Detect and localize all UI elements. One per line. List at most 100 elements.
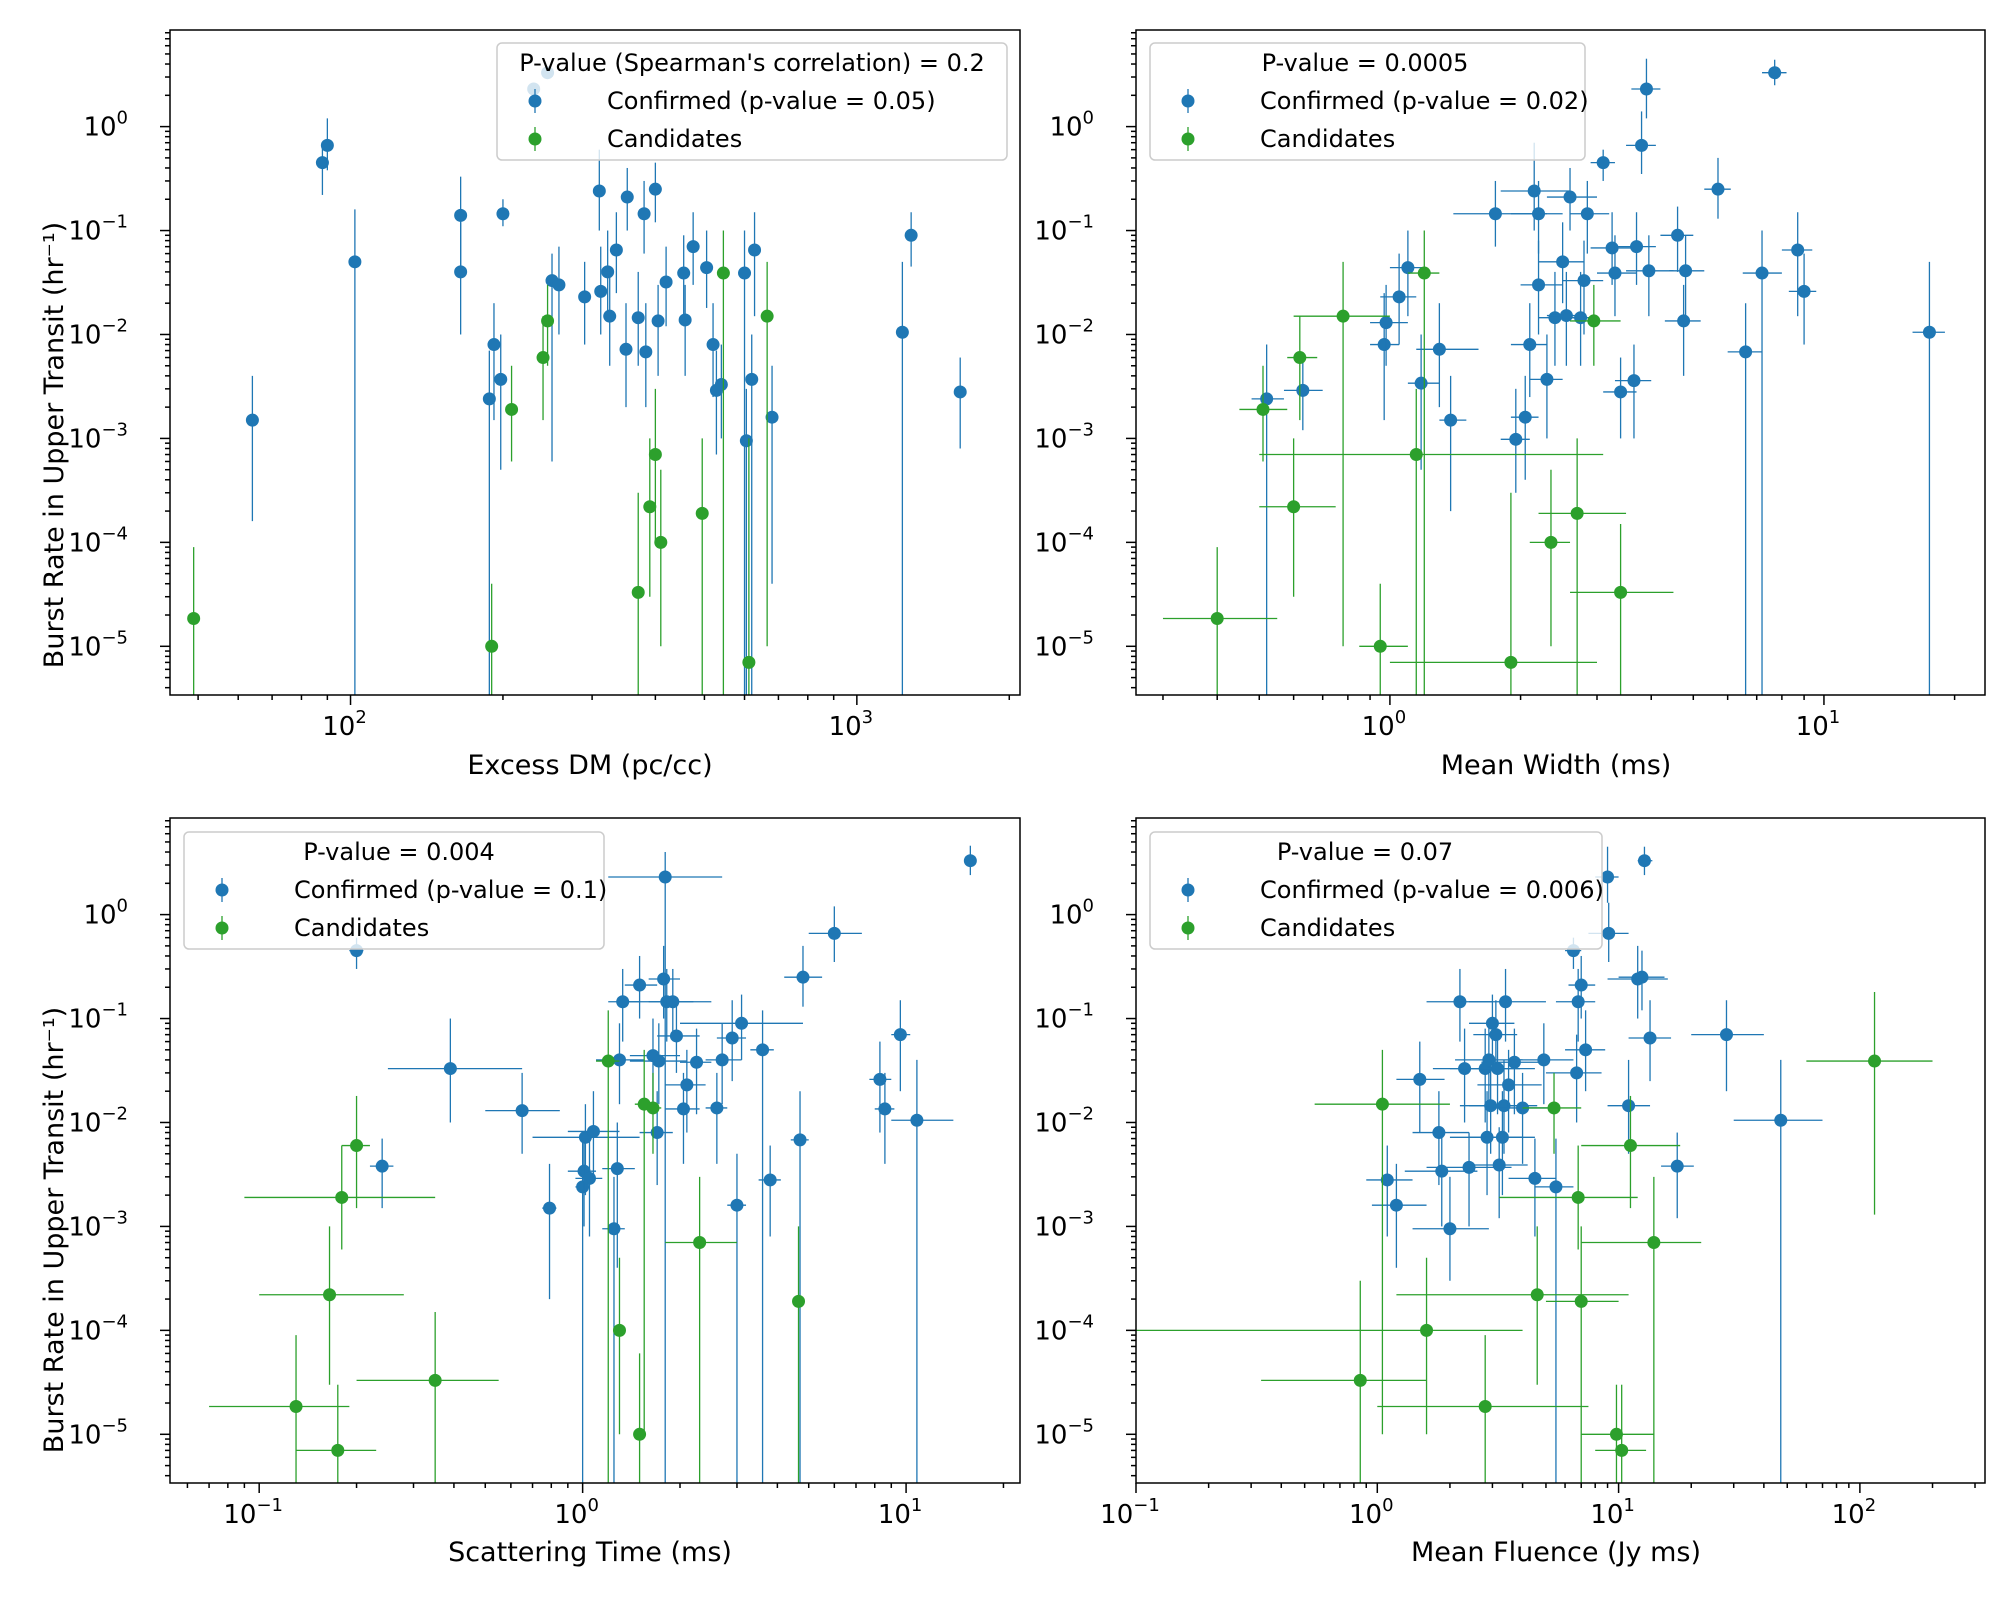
candidate-point [536,351,550,365]
confirmed-point [680,1078,694,1092]
confirmed-point [616,995,630,1009]
candidate-point [1547,1101,1561,1115]
confirmed-point [552,278,566,292]
confirmed-point [582,1171,596,1185]
confirmed-point [1739,345,1753,359]
confirmed-point [603,309,617,323]
candidate-point [1609,1427,1623,1441]
candidate-point [695,506,709,520]
x-tick-exponent: 1 [911,1495,922,1516]
panel-1-xlabel: Excess DM (pc/cc) [467,750,712,781]
confirmed-point [1432,342,1446,356]
x-tick-label: 102 [322,707,367,742]
confirmed-point [873,1072,887,1086]
y-tick-exponent: −3 [1067,419,1094,440]
legend-confirmed-marker [528,94,542,108]
confirmed-point [1548,311,1562,325]
y-tick-exponent: −1 [101,1000,128,1021]
x-tick-exponent: 3 [862,707,873,728]
x-tick-exponent: 2 [355,707,366,728]
confirmed-point [1532,278,1546,292]
confirmed-point [245,413,259,427]
candidate-point [643,500,657,514]
confirmed-point [666,995,680,1009]
y-tick-exponent: 0 [117,108,128,129]
candidate-point [187,612,201,626]
y-tick-exponent: −3 [101,419,128,440]
legend-candidate-marker [1181,921,1195,935]
series-candidate [209,1010,806,1483]
confirmed-point [1528,1171,1542,1185]
confirmed-point [1670,1159,1684,1173]
confirmed-point [1768,66,1782,80]
confirmed-point [586,1124,600,1138]
panel-1-ylabel: Burst Rate in Upper Transit (hr⁻¹) [39,222,70,668]
y-tick-exponent: −5 [101,627,128,648]
confirmed-point [1453,995,1467,1009]
confirmed-point [601,265,615,279]
confirmed-point [1380,1173,1394,1187]
confirmed-point [793,1133,807,1147]
x-tick-label: 101 [1590,1495,1635,1530]
confirmed-point [1559,309,1573,323]
candidate-point [601,1054,615,1068]
legend-candidate-marker [1181,132,1195,146]
candidate-point [1293,351,1307,365]
y-tick-exponent: 0 [117,896,128,917]
panel-4-legend-confirmed-label: Confirmed (p-value = 0.006) [1260,876,1604,904]
y-tick-exponent: −1 [1067,1000,1094,1021]
confirmed-point [1401,261,1415,275]
y-tick-exponent: −1 [1067,212,1094,233]
y-tick-exponent: −3 [1067,1207,1094,1228]
y-tick-label: 10−5 [1034,627,1094,662]
panel-1-data [187,66,967,695]
confirmed-point [657,972,671,986]
y-tick-exponent: 0 [1083,108,1094,129]
candidate-point [654,535,668,549]
confirmed-point [607,1222,621,1236]
confirmed-point [1414,376,1428,390]
y-tick-label: 10−5 [68,627,128,662]
candidate-point [541,314,555,328]
confirmed-point [648,182,662,196]
confirmed-point [710,1101,724,1115]
confirmed-point [659,275,673,289]
candidate-point [792,1294,806,1308]
y-tick-label: 10−2 [1034,315,1094,350]
confirmed-point [1671,228,1685,242]
y-tick-label: 10−5 [1034,1415,1094,1450]
legend-box [183,831,605,950]
candidate-point [716,266,730,280]
confirmed-point [1570,1066,1584,1080]
x-tick-exponent: 2 [1865,1495,1876,1516]
panel-1-legend-confirmed-label: Confirmed (p-value = 0.05) [607,87,936,115]
confirmed-point [1495,1130,1509,1144]
confirmed-point [1485,1016,1499,1030]
confirmed-point [1435,1164,1449,1178]
confirmed-point [1601,870,1615,884]
y-tick-label: 10−5 [68,1415,128,1450]
confirmed-point [375,1159,389,1173]
confirmed-point [482,392,496,406]
legend-candidate-marker [215,921,229,935]
y-tick-label: 10−2 [68,1103,128,1138]
confirmed-point [1392,290,1406,304]
x-tick-exponent: 0 [1382,1495,1393,1516]
x-tick-exponent: 1 [1829,707,1840,728]
y-tick-label: 10−4 [68,1311,128,1346]
candidate-point [1373,639,1387,653]
series-candidate [1162,230,1674,695]
panel-3-legend-title: P-value = 0.004 [303,838,495,866]
legend-box [1149,831,1603,950]
candidate-point [1287,500,1301,514]
confirmed-point [631,311,645,325]
confirmed-point [1499,995,1513,1009]
candidate-point [1336,309,1350,323]
panel-2-data [1162,58,1945,695]
confirmed-point [739,434,753,448]
y-tick-exponent: −3 [101,1207,128,1228]
candidate-point [646,1101,660,1115]
